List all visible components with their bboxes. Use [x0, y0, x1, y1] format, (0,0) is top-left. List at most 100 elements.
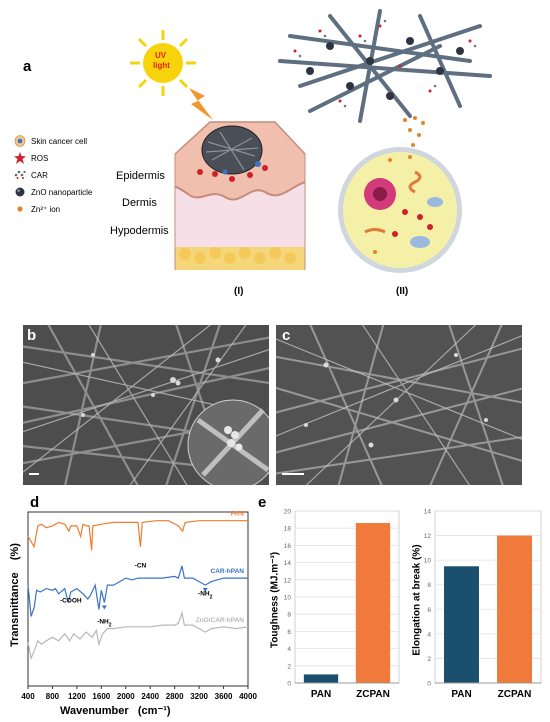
x-tick-label: 1200: [68, 692, 86, 701]
y-tick-label: 12: [284, 577, 292, 584]
y-tick-label: 0: [287, 681, 291, 688]
legend-item-car: CAR: [14, 169, 48, 181]
toughness-bar-chart: 0 2 4 6 8 10 12 14 16 18 20 PAN ZCPAN: [284, 509, 400, 700]
x-tick-label: 1600: [92, 692, 110, 701]
legend-label: CAR: [31, 170, 48, 180]
hypodermis-label: Hypodermis: [110, 225, 169, 237]
panel-a: a UV light Skin cancer cell ROS: [0, 0, 550, 320]
legend-label: Zn²⁺ ion: [31, 204, 61, 214]
y-tick-label: 16: [284, 543, 292, 550]
y-tick-label: 2: [427, 656, 431, 663]
annotation-label: -NH2: [97, 618, 112, 628]
panel-c-label: c: [282, 327, 291, 344]
series-label: ZnO/CAR-hPAN: [196, 617, 245, 624]
x-tick-label: 400: [21, 692, 35, 701]
plot-frame: [27, 511, 249, 687]
ftir-x-axis-title: Wavenumber (cm⁻¹): [60, 704, 171, 717]
ftir-chart-panel: d Transmittance (%) 400 800 1200 1600 2000 24…: [0, 490, 265, 722]
legend-label: Skin cancer cell: [31, 136, 88, 146]
legend-label: ZnO nanoparticle: [31, 187, 93, 197]
sem-image-c: c: [276, 325, 522, 485]
toughness-chart-panel: Toughness (MJ.m⁻³) 0 2 4 6 8 10 12 14 16 18 20 PAN Z…: [265, 505, 405, 715]
annotation-arrow: [101, 605, 107, 610]
x-category-label: PAN: [451, 689, 471, 700]
y-tick-label: 12: [424, 533, 432, 540]
y-tick-label: 6: [287, 629, 291, 636]
legend-item-skin-cancer-cell: Skin cancer cell: [14, 135, 87, 147]
car-icon: [14, 170, 26, 179]
annotation-arrow: [202, 588, 208, 593]
skin-schematic: [174, 121, 306, 270]
dermis-label: Dermis: [122, 197, 157, 209]
x-tick-label: 2400: [141, 692, 159, 701]
panel-b-label: b: [27, 327, 37, 344]
elongation-bar-chart: 0 2 4 6 8 10 12 14 PAN ZCPAN: [424, 509, 542, 700]
y-tick-label: 2: [287, 663, 291, 670]
ros-icon: [14, 152, 26, 164]
epidermis-label: Epidermis: [116, 170, 165, 182]
zn-ion-icon: [17, 206, 23, 212]
legend-item-ros: ROS: [14, 152, 48, 164]
sub-panel-i-label: (I): [234, 286, 244, 297]
annotation-label: -CN: [135, 563, 147, 570]
x-tick-label: 4000: [239, 692, 257, 701]
y-tick-label: 14: [284, 560, 292, 567]
uv-label: UV: [155, 51, 167, 60]
y-tick-label: 0: [427, 681, 431, 688]
y-tick-label: 4: [427, 631, 431, 638]
panel-d-label: d: [30, 494, 40, 511]
series-line-zno-car-hpan: [27, 610, 249, 661]
y-tick-label: 4: [287, 646, 291, 653]
scale-bar: [282, 473, 304, 475]
x-tick-label: 2800: [166, 692, 184, 701]
y-tick-label: 20: [284, 509, 292, 516]
elongation-chart-panel: Elongation at break (%) 0 2 4 6 8 10 12 14 PAN ZC…: [405, 505, 550, 715]
sem-fiber-texture: [276, 325, 522, 485]
bar-pan: [444, 566, 479, 683]
x-axis-unit: (cm⁻¹): [137, 705, 171, 717]
sem-image-b: b: [23, 325, 269, 485]
x-tick-label: 2000: [117, 692, 135, 701]
x-category-label: PAN: [311, 689, 331, 700]
cell-illustration: [338, 147, 462, 273]
panel-e-label: e: [258, 494, 267, 511]
legend-item-zno: ZnO nanoparticle: [14, 186, 92, 198]
bar-zcpan: [355, 523, 391, 683]
x-category-label: ZCPAN: [356, 689, 390, 700]
legend-label: ROS: [31, 153, 49, 163]
annotation-label: -NH2: [198, 591, 213, 601]
panel-a-label: a: [23, 58, 32, 75]
ftir-chart: 400 800 1200 1600 2000 2400 2800 3200 3600 4000 PA…: [21, 511, 257, 701]
fiber-network-illustration: [278, 9, 492, 123]
annotation-label: -COOH: [60, 597, 82, 604]
light-label: light: [153, 61, 170, 70]
x-category-label: ZCPAN: [498, 689, 532, 700]
bar-zcpan: [497, 535, 532, 683]
sem-fiber-texture: [23, 325, 269, 485]
series-label: PAN: [231, 511, 245, 518]
legend-item-zn-ion: Zn²⁺ ion: [14, 203, 60, 215]
y-tick-label: 10: [424, 558, 432, 565]
lightning-bolt-icon: [189, 88, 213, 120]
series-line-pan: [27, 520, 248, 551]
legend: Skin cancer cell ROS CAR ZnO nanoparticl…: [14, 135, 134, 255]
y-tick-label: 8: [287, 612, 291, 619]
y-tick-label: 6: [427, 607, 431, 614]
scale-bar: [29, 473, 39, 475]
y-tick-label: 8: [427, 582, 431, 589]
y-tick-label: 10: [284, 595, 292, 602]
bar-pan: [303, 674, 339, 683]
series-label: CAR-hPAN: [211, 568, 245, 575]
skin-cancer-cell-icon: [14, 135, 26, 147]
sub-panel-ii-label: (II): [396, 286, 409, 297]
y-tick-label: 18: [284, 526, 292, 533]
sun-icon: UV light: [128, 28, 198, 98]
x-axis-label: Wavenumber: [60, 705, 129, 717]
series-line-car-hpan: [27, 565, 248, 617]
x-tick-label: 3600: [215, 692, 233, 701]
x-tick-label: 3200: [190, 692, 208, 701]
zn-ion-release: [403, 116, 425, 147]
y-tick-label: 14: [424, 509, 432, 516]
zno-nanoparticle-icon: [15, 187, 25, 197]
x-tick-label: 800: [46, 692, 60, 701]
